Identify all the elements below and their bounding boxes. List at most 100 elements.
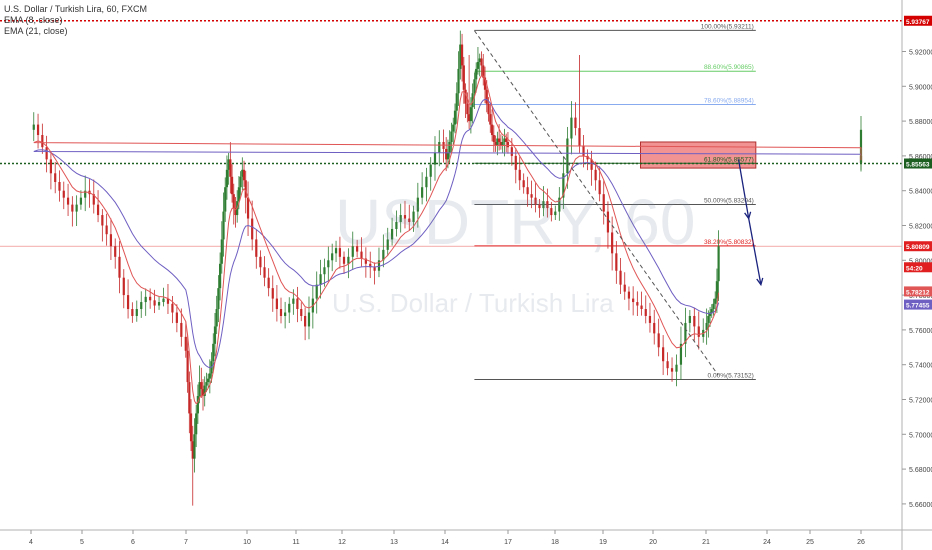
candle-body	[562, 173, 565, 198]
price-tag-box	[904, 286, 932, 297]
candle-body	[578, 128, 581, 146]
fib-level-label: 61.80%(5.85577)	[704, 156, 754, 163]
candle-body	[45, 147, 48, 160]
candle-body	[360, 251, 363, 259]
candle-body	[499, 141, 502, 146]
candle-body	[450, 131, 453, 142]
candle-body	[715, 281, 718, 299]
price-tag-box	[904, 262, 932, 273]
candle-body	[323, 267, 326, 275]
candle-body	[498, 138, 501, 142]
candle-body	[229, 159, 232, 177]
candle-body	[859, 129, 863, 139]
candle-body	[200, 382, 203, 390]
price-tag-ema8: 5.78212	[906, 289, 930, 296]
fib-level-label: 50.00%(5.83204)	[704, 198, 754, 205]
fib-level-label: 0.00%(5.73152)	[708, 372, 754, 379]
candle-body	[364, 258, 367, 264]
candle-body	[648, 315, 652, 323]
fib-labels: 100.00%(5.93211) 88.60%(5.90865) 78.60%(5.…	[701, 23, 754, 379]
level-lines[interactable]	[0, 20, 902, 380]
candle-body	[644, 309, 647, 316]
candle-body	[382, 249, 385, 261]
time-tick-label: 14	[441, 539, 449, 546]
candle-body	[707, 315, 710, 323]
candle-body	[246, 197, 250, 219]
candle-body	[201, 389, 205, 397]
candle-body	[351, 246, 354, 257]
candle-body	[36, 124, 40, 136]
candle-body	[263, 267, 266, 278]
candle-body	[395, 222, 398, 229]
trend-line[interactable]	[473, 30, 719, 376]
candle-body	[315, 284, 318, 299]
candle-body	[251, 218, 254, 240]
candle-body	[475, 68, 478, 80]
candle-body	[237, 187, 240, 202]
fib-level-label: 88.60%(5.90865)	[704, 64, 754, 71]
candle-body	[338, 248, 342, 257]
watermark-ticker: USDTRY, 60	[335, 186, 696, 258]
time-tick-label: 7	[184, 539, 188, 546]
candle-body	[304, 315, 307, 327]
candle-body	[421, 187, 424, 198]
candle-body	[319, 274, 322, 285]
candle-body	[469, 107, 472, 122]
candle-body	[710, 309, 713, 313]
candle-body	[586, 155, 589, 160]
candle-body	[666, 361, 669, 369]
time-tick-label: 4	[29, 539, 33, 546]
candle-body	[542, 201, 545, 209]
candle-body	[485, 89, 488, 104]
candle-body	[487, 103, 490, 115]
price-tick-label: 5.82000	[909, 224, 932, 231]
candle-body	[222, 211, 225, 240]
price-tick-label: 5.68000	[909, 467, 932, 474]
ema-lines	[33, 75, 862, 405]
candle-body	[232, 194, 235, 209]
candle-body	[476, 61, 480, 69]
candle-body	[611, 232, 614, 254]
time-tick-label: 13	[390, 539, 398, 546]
candle-body	[554, 211, 557, 216]
candle-body	[522, 180, 525, 188]
candle-body	[416, 197, 419, 212]
candle-body	[438, 141, 441, 153]
legend-symbol[interactable]: U.S. Dollar / Turkish Lira, 60, FXCM	[4, 4, 148, 14]
time-tick-label: 21	[702, 539, 710, 546]
forecast-arrow-segment[interactable]	[737, 159, 750, 219]
drawings[interactable]	[473, 30, 764, 376]
candle-body	[490, 124, 494, 136]
price-tick-label: 5.72000	[909, 398, 932, 405]
candle-body	[619, 270, 622, 285]
candle-body	[275, 298, 278, 310]
candle-body	[566, 138, 569, 174]
time-tick-label: 10	[243, 539, 251, 546]
legend-ema8[interactable]: EMA (8, close)	[4, 15, 63, 25]
time-axis[interactable]: 4 5 6 7 10 11 12 13 14 17 18 19 20 21 24 25 26	[0, 529, 932, 546]
forecast-arrow-segment[interactable]	[748, 218, 762, 285]
candle-body	[271, 288, 274, 299]
time-tick-label: 26	[857, 539, 865, 546]
candle-body	[377, 260, 381, 271]
candle-body	[492, 135, 495, 142]
candle-body	[224, 187, 227, 212]
candle-body	[697, 326, 700, 337]
legend-ema21[interactable]: EMA (21, close)	[4, 26, 68, 36]
candle-body	[188, 382, 191, 414]
candle-body	[657, 333, 660, 348]
candle-body	[32, 124, 35, 130]
candle-body	[140, 302, 143, 310]
candle-body	[412, 211, 415, 223]
candle-body	[114, 246, 117, 257]
candle-body	[408, 218, 411, 223]
candle-body	[623, 284, 626, 292]
candle-body	[518, 169, 521, 181]
candle-body	[296, 298, 299, 310]
candle-body	[259, 256, 262, 268]
candle-body	[460, 44, 464, 66]
price-axis[interactable]: 5.92000 5.90000 5.88000 5.86000 5.84000 5.820…	[901, 0, 932, 550]
candle-body	[241, 169, 244, 177]
